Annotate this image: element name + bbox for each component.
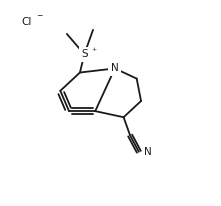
Text: N: N [144, 147, 151, 157]
Text: −: − [36, 12, 42, 21]
Text: S: S [81, 49, 88, 59]
Text: Cl: Cl [21, 17, 31, 27]
Text: +: + [91, 47, 96, 52]
Text: N: N [111, 63, 119, 74]
